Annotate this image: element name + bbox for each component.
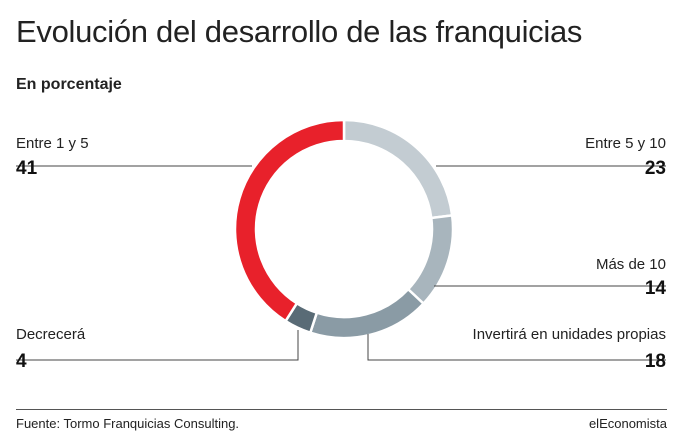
value-mas-de-10: 14 (645, 278, 667, 299)
slice-entre-1-y-5 (233, 118, 346, 323)
footer-divider (16, 409, 667, 410)
leader-line-invertira-en-unidades-propias (367, 334, 666, 361)
leader-line-decrecera (16, 330, 299, 361)
label-entre-5-y-10: Entre 5 y 10 (585, 135, 666, 152)
label-decrecera: Decrecerá (16, 326, 86, 343)
label-mas-de-10: Más de 10 (596, 256, 666, 273)
chart-subtitle: En porcentaje (16, 76, 122, 93)
source-note: Fuente: Tormo Franquicias Consulting. (16, 416, 240, 431)
value-entre-1-y-5: 41 (16, 158, 38, 179)
slice-mas-de-10 (406, 213, 455, 306)
value-decrecera: 4 (16, 351, 27, 372)
label-entre-1-y-5: Entre 1 y 5 (16, 135, 89, 152)
value-entre-5-y-10: 23 (645, 158, 666, 179)
label-invertira-en-unidades-propias: Invertirá en unidades propias (473, 326, 666, 343)
slice-invertira-en-unidades-propias (308, 287, 426, 340)
publisher-brand: elEconomista (588, 416, 667, 431)
slice-entre-5-y-10 (342, 118, 454, 220)
value-invertira-en-unidades-propias: 18 (645, 351, 666, 372)
donut-chart: Entre 5 y 10 23 Más de 10 14 Invertirá en un… (16, 118, 667, 372)
chart-title: Evolución del desarrollo de las franquic… (16, 14, 583, 49)
